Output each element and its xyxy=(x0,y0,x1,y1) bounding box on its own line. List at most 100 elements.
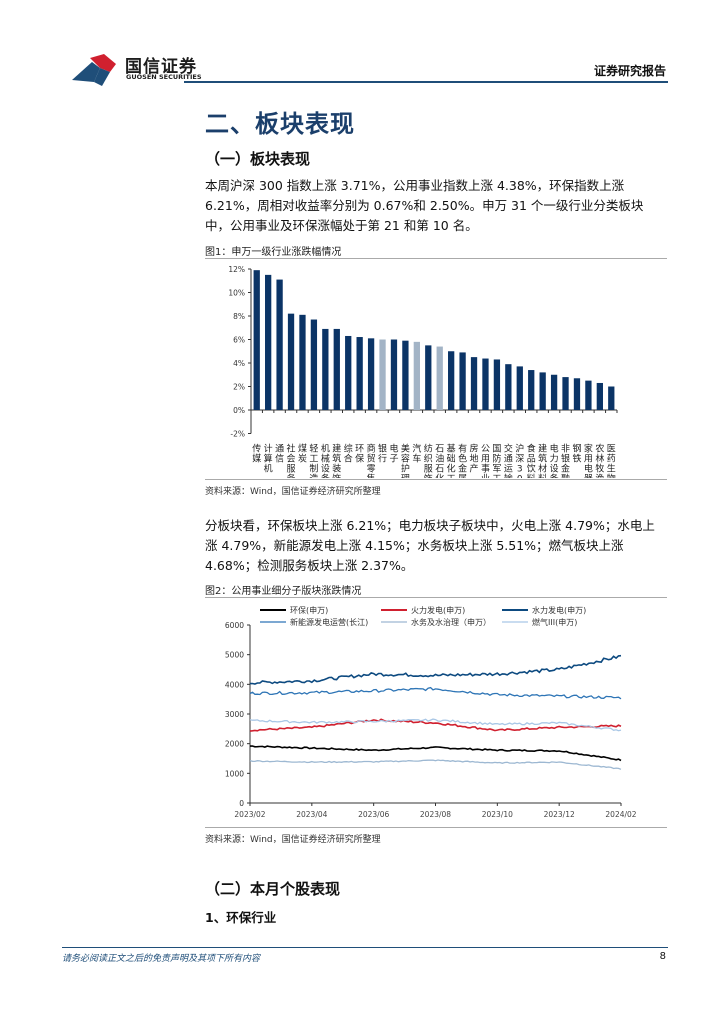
x-tick-label: 2023/04 xyxy=(296,810,327,819)
report-type: 证券研究报告 xyxy=(593,64,666,78)
x-category-label: 通 xyxy=(504,454,513,465)
x-category-label: 工 xyxy=(492,475,501,479)
x-category-label: 机 xyxy=(321,443,330,455)
guosen-logo-icon xyxy=(72,54,116,86)
x-category-label: 食 xyxy=(527,443,536,455)
legend-label: 燃气III(申万) xyxy=(532,617,577,627)
x-category-label: 电 xyxy=(584,463,593,475)
x-category-label: 合 xyxy=(344,453,353,465)
x-category-label: 械 xyxy=(321,453,330,465)
y-tick-label: 2000 xyxy=(225,740,244,749)
x-category-label: 银 xyxy=(561,453,570,465)
x-category-label: 零 xyxy=(367,464,376,475)
paragraph-1: 本周沪深 300 指数上涨 3.71%，公用事业指数上涨 4.38%，环保指数上… xyxy=(205,178,644,233)
y-tick-label: 0% xyxy=(233,406,245,415)
bar xyxy=(550,374,558,410)
x-category-label: 建 xyxy=(538,443,547,455)
y-tick-label: 10% xyxy=(228,289,245,298)
y-tick-label: 5000 xyxy=(225,651,244,660)
subsection-title-3: 1、环保行业 xyxy=(205,910,277,925)
x-category-label: 地 xyxy=(470,453,479,465)
x-category-label: 煤 xyxy=(298,443,307,455)
x-category-label: 子 xyxy=(389,454,398,465)
x-category-label: 环 xyxy=(355,444,364,455)
x-category-label: 行 xyxy=(378,453,387,465)
bar xyxy=(379,339,386,410)
x-tick-label: 2024/02 xyxy=(605,810,636,819)
x-category-label: 铁 xyxy=(572,453,581,465)
x-category-label: 生 xyxy=(607,463,616,475)
x-tick-label: 2023/02 xyxy=(234,810,265,819)
x-category-label: 设 xyxy=(321,464,330,475)
bar xyxy=(367,338,375,410)
legend-label: 新能源发电运营(长江) xyxy=(290,617,368,627)
x-category-label: 深 xyxy=(515,454,524,465)
bar xyxy=(459,352,466,410)
x-category-label: 业 xyxy=(481,474,490,479)
y-tick-label: 4% xyxy=(233,359,245,368)
bar xyxy=(287,313,295,410)
x-tick-label: 2023/10 xyxy=(482,810,513,819)
x-category-label: 电 xyxy=(550,443,559,455)
bar xyxy=(299,314,306,410)
bar xyxy=(448,351,455,410)
bar xyxy=(402,340,409,410)
x-category-label: 化 xyxy=(447,463,456,475)
figure-2-bottom-rule xyxy=(205,827,667,828)
bar xyxy=(333,328,340,410)
x-category-label: 机 xyxy=(264,463,273,475)
x-category-label: 3 xyxy=(517,465,523,475)
x-category-label: 电 xyxy=(389,443,398,455)
y-tick-label: 2% xyxy=(233,383,245,392)
series-line xyxy=(249,654,622,685)
x-tick-label: 2023/12 xyxy=(544,810,575,819)
page-number: 8 xyxy=(659,951,666,962)
bar xyxy=(310,319,318,410)
x-category-label: 林 xyxy=(595,453,604,465)
x-category-label: 织 xyxy=(424,453,433,465)
x-category-label: 饮 xyxy=(527,463,536,475)
section-title: 二、板块表现 xyxy=(205,110,355,138)
bar xyxy=(585,380,592,410)
x-category-label: 金 xyxy=(458,463,467,475)
bar xyxy=(470,357,478,410)
figure-1-bottom-rule xyxy=(205,479,667,480)
x-category-label: 制 xyxy=(309,463,318,475)
footer-disclaimer: 请务必阅读正文之后的免责声明及其项下所有内容 xyxy=(62,954,261,964)
figure-1-top-rule xyxy=(205,258,667,259)
bar xyxy=(345,335,352,410)
legend-label: 水力发电(申万) xyxy=(532,605,586,615)
x-category-label: 色 xyxy=(458,453,467,465)
line-chart: 环保(申万) 火力发电(申万) 水力发电(申万) 新能源发电运营(长江) 水务及水治理（… xyxy=(205,598,667,826)
logo-en-text: GUOSEN SECURITIES xyxy=(126,73,202,81)
bar xyxy=(539,372,546,410)
x-category-label: 融 xyxy=(561,474,570,479)
x-category-label: 属 xyxy=(458,474,467,479)
bar xyxy=(265,274,272,410)
legend-label: 水务及水治理（申万） xyxy=(411,617,491,627)
x-category-label: 医 xyxy=(607,444,616,455)
y-tick-label: 6% xyxy=(233,336,245,345)
bar xyxy=(276,279,283,410)
bar xyxy=(482,358,489,410)
x-category-label: 金 xyxy=(561,463,570,475)
logo-cn-text: 国信证券 xyxy=(125,57,197,77)
bar-chart: -2%0%2%4%6%8%10%12%传媒计算机通信社会服务煤炭轻工制造机械设备… xyxy=(205,258,667,495)
x-category-label: 服 xyxy=(424,464,433,475)
y-tick-label: 1000 xyxy=(225,769,244,778)
x-category-label: 品 xyxy=(527,454,536,465)
x-category-label: 运 xyxy=(504,464,513,475)
x-tick-label: 2023/06 xyxy=(358,810,389,819)
x-category-label: 础 xyxy=(447,453,456,465)
x-category-label: 家 xyxy=(584,443,593,455)
bar xyxy=(390,339,398,410)
paragraph-2: 分板块看，环保板块上涨 6.21%；电力板块子板块中，火电上涨 4.79%；水电… xyxy=(205,518,655,573)
x-category-label: 信 xyxy=(275,453,284,465)
x-category-label: 材 xyxy=(538,463,547,475)
bar xyxy=(425,345,432,410)
x-category-label: 银 xyxy=(378,443,387,455)
x-category-label: 车 xyxy=(412,453,421,465)
figure-2-caption: 图2：公用事业细分子版块涨跌情况 xyxy=(205,586,362,597)
x-category-label: 油 xyxy=(435,453,444,465)
x-category-label: 事 xyxy=(481,463,490,475)
